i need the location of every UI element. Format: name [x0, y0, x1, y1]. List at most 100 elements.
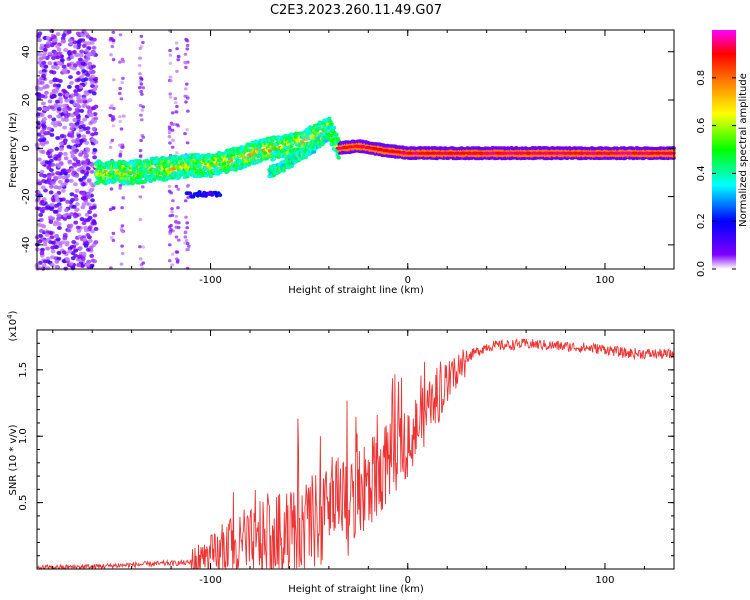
streak-blob	[185, 226, 189, 230]
ridge-core	[406, 151, 413, 155]
noise-blob	[55, 136, 60, 140]
ridge-core	[631, 151, 638, 155]
streak-blob	[121, 196, 125, 200]
noise-blob	[61, 188, 66, 193]
noise-blob	[81, 96, 87, 101]
ridge-blob	[120, 176, 125, 181]
colorbar-tick-label: 0.8	[696, 70, 707, 86]
noise-blob	[39, 217, 44, 222]
noise-blob	[40, 185, 46, 190]
streak-blob	[140, 134, 145, 138]
ridge-core	[412, 151, 419, 155]
noise-blob	[89, 253, 95, 258]
streak-blob	[138, 257, 143, 261]
noise-blob	[71, 139, 76, 144]
streak-blob	[112, 106, 116, 111]
noise-blob	[56, 175, 62, 180]
ridge-core	[513, 151, 520, 155]
noise-blob	[38, 266, 43, 271]
streak-blob	[140, 118, 144, 122]
noise-blob	[75, 202, 80, 207]
noise-blob	[90, 221, 96, 226]
ridge-core	[595, 151, 603, 155]
streak-blob	[168, 95, 173, 99]
noise-blob	[78, 38, 83, 43]
noise-blob	[68, 41, 74, 46]
noise-blob	[91, 64, 96, 69]
ridge-core	[518, 151, 526, 155]
streak-blob	[168, 48, 172, 53]
noise-blob	[80, 196, 86, 201]
snr-axes: -100 0 100 0.5 1.0 1.5	[18, 330, 674, 586]
streak-blob	[170, 252, 175, 256]
noise-blob	[62, 232, 68, 237]
noise-blob	[92, 37, 97, 42]
noise-blob	[89, 40, 95, 45]
noise-blob	[40, 94, 45, 99]
noise-blob	[71, 240, 77, 244]
noise-blob	[92, 147, 98, 152]
noise-blob	[42, 106, 48, 111]
streak-blob	[118, 33, 123, 37]
noise-blob	[71, 145, 77, 150]
noise-blob	[41, 73, 46, 78]
streak-blob	[176, 206, 180, 210]
noise-blob	[72, 63, 78, 68]
noise-blob	[90, 258, 96, 263]
ridge-blob	[329, 133, 334, 138]
noise-blob	[65, 199, 70, 204]
noise-blob	[53, 234, 59, 239]
noise-blob	[85, 262, 91, 267]
streak-blob	[120, 230, 125, 234]
noise-blob	[52, 222, 58, 227]
streak-blob	[138, 72, 142, 76]
streak-blob	[184, 215, 188, 219]
streak-blob	[138, 195, 143, 199]
figure-title: C2E3.2023.260.11.49.G07	[270, 3, 442, 18]
ridge-core	[465, 151, 473, 155]
noise-blob	[76, 229, 82, 233]
streak-blob	[183, 94, 188, 98]
noise-blob	[50, 65, 56, 69]
colorbar-tick-label: 0.4	[696, 165, 707, 181]
streak-blob	[138, 46, 143, 51]
noise-blob	[63, 156, 69, 161]
streak-blob	[139, 34, 144, 38]
noise-blob	[45, 256, 51, 261]
ridge-core	[536, 151, 544, 155]
noise-blob	[36, 96, 42, 101]
noise-blob	[61, 33, 67, 38]
noise-blob	[57, 205, 63, 210]
noise-blob	[75, 103, 81, 107]
colorbar-gradient	[712, 30, 736, 269]
ridge-blob	[141, 170, 146, 175]
streak-blob	[170, 128, 175, 132]
noise-blob	[92, 87, 98, 92]
ridge-core	[430, 151, 437, 155]
ridge-core	[619, 151, 626, 155]
noise-blob	[63, 48, 68, 52]
ridge-core	[388, 149, 396, 153]
noise-blob	[83, 228, 89, 233]
noise-blob	[89, 263, 95, 268]
noise-blob	[67, 50, 72, 54]
noise-blob	[76, 60, 82, 65]
streak-blob	[174, 257, 179, 261]
noise-blob	[54, 259, 60, 264]
noise-blob	[64, 240, 70, 245]
noise-blob	[48, 220, 54, 224]
streak-blob	[174, 221, 179, 225]
streak-blob	[137, 86, 142, 90]
noise-blob	[49, 202, 55, 207]
streak-blob	[118, 86, 122, 91]
streak-blob	[175, 250, 180, 254]
streak-blob	[175, 47, 179, 51]
streak-blob	[110, 116, 115, 120]
noise-blob	[73, 197, 79, 202]
noise-blob	[60, 39, 66, 44]
noise-blob	[91, 106, 96, 111]
ridge-core	[613, 151, 620, 155]
noise-blob	[56, 154, 62, 158]
noise-blob	[47, 51, 53, 56]
noise-blob	[39, 80, 45, 85]
